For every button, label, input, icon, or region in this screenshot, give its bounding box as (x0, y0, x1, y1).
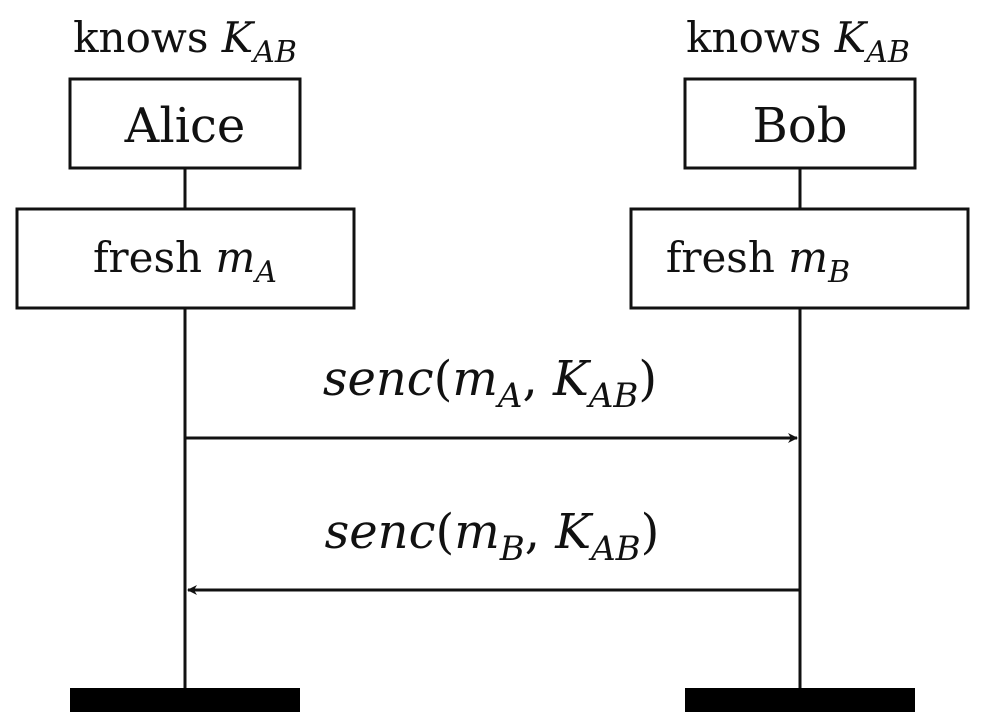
alice-knows-label: knows KAB (73, 13, 297, 70)
alice-box (68, 77, 302, 170)
message-2-label: senc(mB, KAB) (325, 504, 660, 569)
alice-fresh-box (15, 207, 356, 310)
bob-fresh-label: fresh mB (666, 233, 850, 290)
bob-knows-label: knows KAB (686, 13, 910, 70)
bob-fresh-box (629, 207, 970, 310)
message-1-label: senc(mA, KAB) (323, 351, 657, 416)
bob-name: Bob (753, 98, 848, 154)
alice-fresh-label: fresh mA (93, 233, 277, 290)
bob-box (683, 77, 917, 170)
bob-end-bar (685, 688, 915, 712)
alice-name: Alice (124, 98, 246, 154)
alice-end-bar (70, 688, 300, 712)
